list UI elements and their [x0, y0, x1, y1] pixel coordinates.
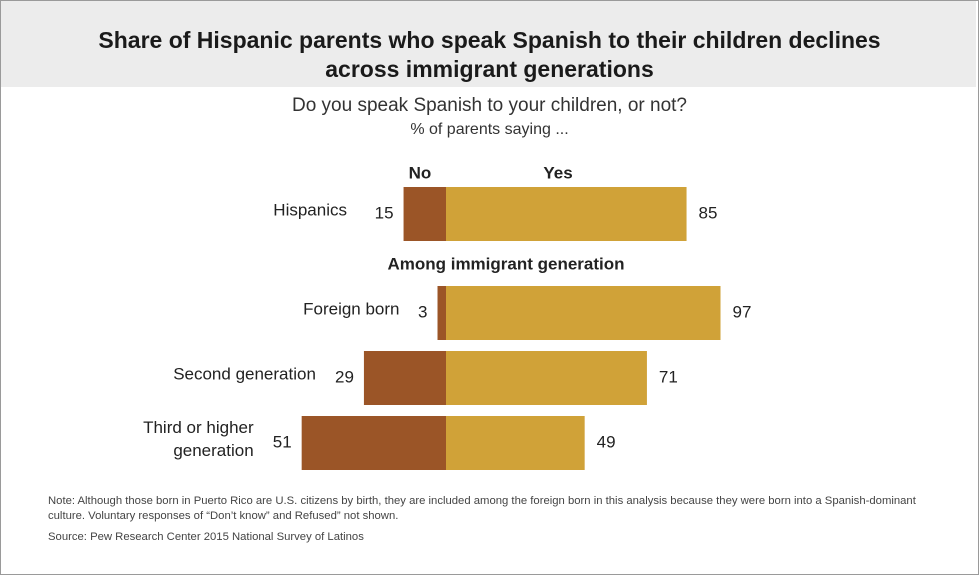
- chart-title: Share of Hispanic parents who speak Span…: [0, 26, 979, 84]
- chart-subtitle: % of parents saying ...: [410, 121, 569, 138]
- data-label-yes: 85: [699, 203, 718, 222]
- title-line-2: across immigrant generations: [325, 56, 654, 82]
- chart-note: Note: Although those born in Puerto Rico…: [48, 495, 916, 522]
- bar-yes: [446, 351, 647, 405]
- bar-no: [301, 416, 446, 470]
- chart-source: Source: Pew Research Center 2015 Nationa…: [48, 531, 364, 543]
- data-label-no: 51: [273, 432, 292, 451]
- data-label-no: 3: [418, 302, 427, 321]
- bar-no: [363, 351, 446, 405]
- bar-yes: [446, 286, 721, 340]
- bar-yes: [446, 187, 687, 241]
- data-label-yes: 97: [733, 302, 752, 321]
- group-heading: Among immigrant generation: [387, 254, 624, 273]
- bar-yes: [446, 416, 585, 470]
- legend-no: No: [409, 163, 432, 182]
- title-line-1: Share of Hispanic parents who speak Span…: [98, 27, 881, 53]
- category-label: Hispanics: [273, 200, 347, 219]
- data-label-yes: 71: [659, 367, 678, 386]
- bar-no: [403, 187, 446, 241]
- data-label-yes: 49: [597, 432, 616, 451]
- data-label-no: 15: [375, 203, 394, 222]
- legend-yes: Yes: [543, 163, 572, 182]
- category-label: Second generation: [173, 364, 316, 383]
- chart-question: Do you speak Spanish to your children, o…: [291, 95, 687, 116]
- bar-no: [437, 286, 446, 340]
- category-label: Third or higher: [143, 418, 254, 437]
- data-label-no: 29: [335, 367, 354, 386]
- title-band: [1, 1, 976, 87]
- category-label: generation: [173, 441, 253, 460]
- category-label: Foreign born: [303, 299, 399, 318]
